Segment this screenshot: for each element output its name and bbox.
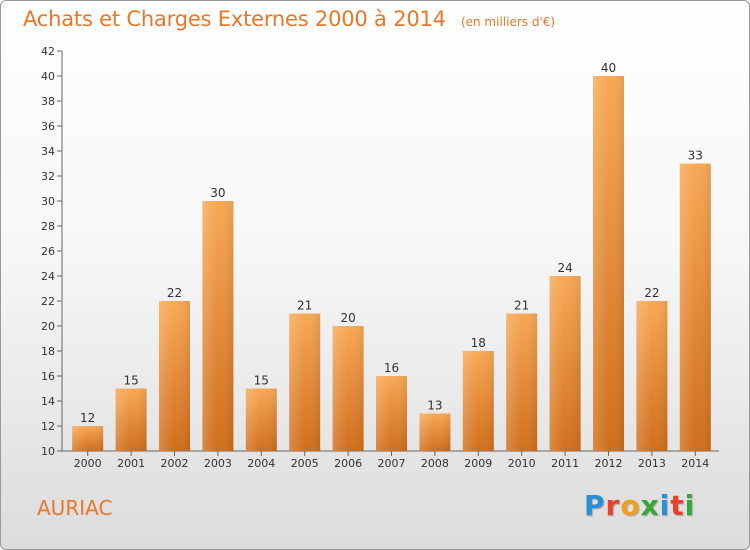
data-labels: 12 15 22 30 15 21 20 16 13 18 21 24 40 22 33 [80, 61, 703, 425]
chart-title: Achats et Charges Externes 2000 à 2014 [23, 7, 446, 31]
bar-shine [636, 301, 668, 451]
y-tick-label: 32 [41, 170, 55, 183]
bar-value-label: 21 [297, 299, 312, 313]
bar-value-label: 33 [688, 149, 703, 163]
bar-value-label: 40 [601, 61, 616, 75]
x-tick-label: 2011 [551, 457, 579, 470]
y-tick-label: 42 [41, 45, 55, 58]
axes: 10 12 14 16 18 20 22 24 26 28 30 32 34 36 38 40 42 2000 20… [41, 45, 719, 470]
bar-value-label: 20 [340, 311, 355, 325]
x-tick-label: 2000 [74, 457, 102, 470]
title-row: Achats et Charges Externes 2000 à 2014 (… [23, 7, 555, 31]
y-tick-label: 22 [41, 295, 55, 308]
x-tick-label: 2014 [681, 457, 709, 470]
bar-shine [202, 201, 234, 451]
bar-value-label: 21 [514, 299, 529, 313]
x-tick-label: 2007 [378, 457, 406, 470]
x-tick-label: 2010 [508, 457, 536, 470]
y-tick-label: 12 [41, 420, 55, 433]
bars [72, 76, 711, 451]
proxiti-logo: Proxiti [584, 489, 696, 522]
bar-value-label: 16 [384, 361, 399, 375]
y-tick-label: 40 [41, 70, 55, 83]
y-tick-label: 34 [41, 145, 55, 158]
x-tick-label: 2006 [334, 457, 362, 470]
x-tick-label: 2001 [117, 457, 145, 470]
x-tick-label: 2009 [464, 457, 492, 470]
bar-value-label: 18 [471, 336, 486, 350]
bar-shine [376, 376, 407, 451]
x-tick-label: 2003 [204, 457, 232, 470]
bar-shine [332, 326, 364, 451]
bar-value-label: 22 [167, 286, 182, 300]
bar-shine [549, 276, 581, 451]
chart-subtitle: (en milliers d'€) [460, 15, 556, 29]
y-tick-label: 18 [41, 345, 55, 358]
bar-value-label: 22 [644, 286, 659, 300]
x-tick-label: 2008 [421, 457, 449, 470]
y-tick-label: 30 [41, 195, 55, 208]
y-tick-label: 24 [41, 270, 55, 283]
bar-shine [72, 426, 104, 451]
bar-shine [419, 413, 451, 451]
bar-shine [462, 351, 494, 451]
y-tick-label: 26 [41, 245, 55, 258]
bar-value-label: 15 [123, 374, 138, 388]
x-tick-label: 2013 [638, 457, 666, 470]
y-tick-label: 28 [41, 220, 55, 233]
y-tick-label: 16 [41, 370, 55, 383]
y-tick-label: 14 [41, 395, 55, 408]
commune-name: AURIAC [37, 496, 113, 520]
x-tick-label: 2005 [291, 457, 319, 470]
bar-value-label: 15 [254, 374, 269, 388]
x-tick-label: 2004 [247, 457, 275, 470]
x-tick-label: 2012 [595, 457, 623, 470]
bar-shine [115, 388, 147, 451]
bar-shine [679, 163, 711, 451]
bar-value-label: 13 [427, 399, 442, 413]
bar-shine [245, 388, 277, 451]
bar-value-label: 12 [80, 411, 95, 425]
bar-value-label: 30 [210, 186, 225, 200]
y-tick-label: 38 [41, 95, 55, 108]
y-tick-label: 10 [41, 445, 55, 458]
bar-shine [506, 313, 538, 451]
bar-shine [159, 301, 190, 451]
y-tick-label: 36 [41, 120, 55, 133]
y-tick-label: 20 [41, 320, 55, 333]
bar-shine [593, 76, 624, 451]
x-tick-label: 2002 [161, 457, 189, 470]
bar-value-label: 24 [557, 261, 572, 275]
bar-shine [289, 313, 321, 451]
